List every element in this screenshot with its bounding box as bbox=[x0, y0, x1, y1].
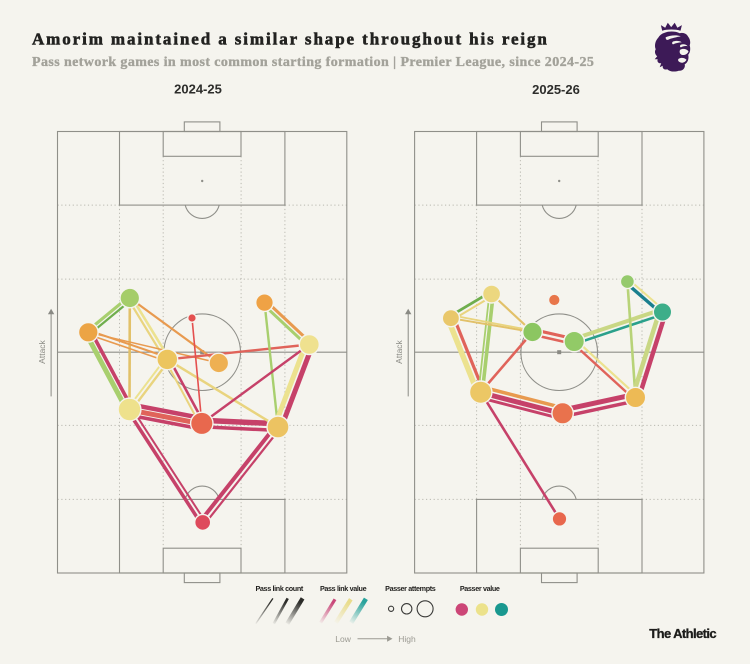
svg-text:Pass network games in most com: Pass network games in most common starti… bbox=[32, 55, 594, 70]
svg-text:Attack: Attack bbox=[394, 339, 404, 363]
svg-text:Passer attempts: Passer attempts bbox=[385, 584, 436, 593]
svg-text:Low: Low bbox=[335, 634, 351, 644]
svg-text:2025-26: 2025-26 bbox=[532, 82, 580, 97]
svg-text:Amorim maintained a similar sh: Amorim maintained a similar shape throug… bbox=[32, 30, 549, 49]
svg-text:Pass link count: Pass link count bbox=[255, 584, 303, 593]
svg-text:Attack: Attack bbox=[37, 339, 47, 363]
svg-text:Pass link value: Pass link value bbox=[320, 584, 367, 593]
svg-text:Passer value: Passer value bbox=[460, 584, 500, 593]
svg-text:High: High bbox=[398, 634, 416, 644]
svg-text:2024-25: 2024-25 bbox=[174, 82, 222, 97]
svg-text:The Athletic: The Athletic bbox=[649, 626, 716, 641]
